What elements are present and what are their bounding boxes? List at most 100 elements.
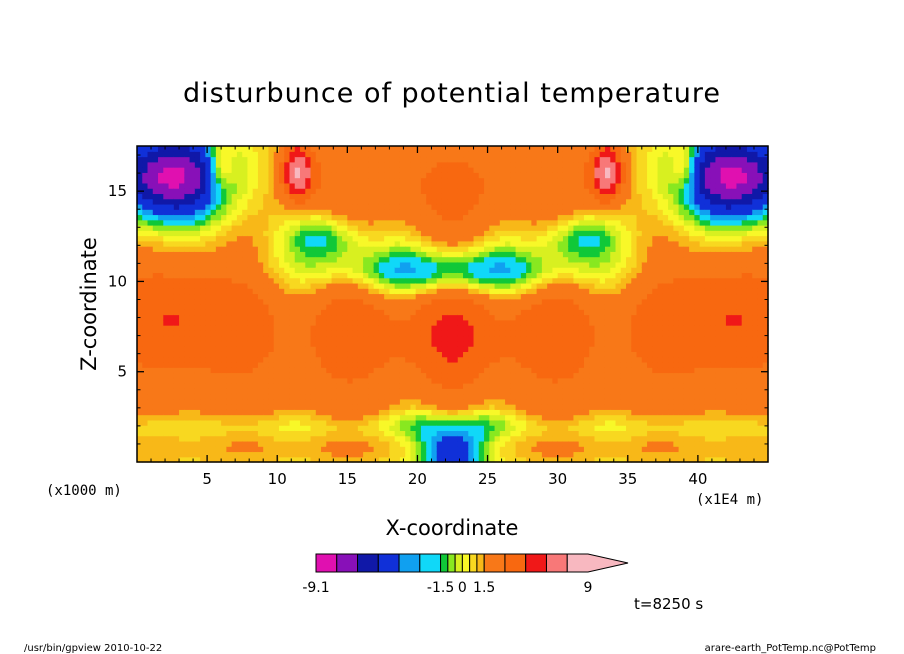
heatmap-cell (184, 146, 191, 152)
heatmap-cell (473, 256, 480, 263)
heatmap-cell (368, 256, 375, 263)
heatmap-cell (278, 367, 285, 374)
heatmap-cell (526, 209, 532, 216)
heatmap-cell (389, 182, 396, 189)
heatmap-cell (484, 330, 490, 337)
heatmap-cell (373, 451, 380, 458)
heatmap-cell (252, 435, 259, 442)
heatmap-cell (200, 367, 206, 374)
heatmap-cell (142, 151, 149, 158)
heatmap-cell (242, 277, 249, 284)
heatmap-cell (336, 182, 343, 189)
heatmap-cell (205, 304, 212, 310)
heatmap-cell (510, 304, 517, 310)
heatmap-cell (247, 146, 254, 152)
heatmap-cell (568, 188, 575, 194)
heatmap-cell (205, 383, 212, 389)
heatmap-cell (384, 277, 390, 284)
heatmap-cell (484, 298, 490, 305)
heatmap-cell (494, 456, 501, 463)
heatmap-cell (321, 325, 327, 331)
heatmap-cell (510, 340, 517, 347)
heatmap-cell (436, 246, 443, 252)
heatmap-cell (137, 393, 143, 400)
heatmap-cell (326, 261, 333, 268)
heatmap-cell (531, 272, 538, 279)
heatmap-cell (384, 261, 390, 268)
heatmap-cell (520, 367, 527, 374)
heatmap-cell (489, 346, 496, 352)
heatmap-cell (331, 456, 338, 463)
heatmap-cell (520, 356, 527, 363)
heatmap-cell (494, 251, 501, 258)
heatmap-cell (484, 193, 490, 200)
heatmap-cell (515, 240, 522, 247)
heatmap-cell (247, 151, 254, 158)
heatmap-cell (137, 225, 143, 231)
heatmap-cell (447, 304, 454, 310)
heatmap-cell (547, 256, 554, 263)
heatmap-cell (284, 388, 291, 395)
heatmap-cell (373, 146, 380, 152)
heatmap-cell (520, 219, 527, 226)
heatmap-cell (420, 430, 427, 437)
heatmap-cell (463, 446, 469, 453)
heatmap-cell (257, 256, 264, 263)
heatmap-cell (242, 330, 249, 337)
heatmap-cell (378, 414, 385, 421)
heatmap-cell (552, 156, 559, 163)
heatmap-cell (137, 288, 143, 295)
heatmap-cell (410, 161, 417, 168)
heatmap-cell (278, 451, 285, 458)
heatmap-cell (184, 435, 191, 442)
heatmap-cell (315, 298, 322, 305)
heatmap-cell (378, 377, 385, 384)
heatmap-cell (399, 409, 406, 416)
heatmap-cell (152, 161, 159, 168)
heatmap-cell (173, 351, 180, 358)
heatmap-cell (441, 209, 448, 216)
heatmap-cell (373, 261, 380, 268)
heatmap-cell (342, 430, 348, 437)
heatmap-cell (489, 261, 496, 268)
heatmap-cell (242, 440, 249, 447)
heatmap-cell (252, 246, 259, 252)
heatmap-cell (531, 188, 538, 194)
heatmap-cell (378, 330, 385, 337)
heatmap-cell (321, 293, 327, 300)
heatmap-cell (342, 219, 348, 226)
heatmap-cell (236, 198, 243, 205)
heatmap-cell (152, 235, 159, 242)
heatmap-cell (568, 419, 575, 426)
heatmap-cell (573, 372, 580, 379)
heatmap-cell (257, 298, 264, 305)
heatmap-cell (352, 272, 359, 279)
heatmap-cell (326, 293, 333, 300)
heatmap-cell (152, 298, 159, 305)
heatmap-cell (210, 425, 217, 431)
heatmap-cell (547, 282, 554, 289)
heatmap-cell (200, 409, 206, 416)
heatmap-cell (147, 356, 154, 363)
heatmap-cell (373, 182, 380, 189)
heatmap-cell (384, 288, 390, 295)
heatmap-cell (252, 340, 259, 347)
heatmap-cell (147, 146, 154, 152)
heatmap-cell (499, 225, 506, 231)
heatmap-cell (189, 456, 196, 463)
heatmap-cell (415, 393, 422, 400)
heatmap-cell (489, 219, 496, 226)
heatmap-cell (221, 309, 227, 316)
heatmap-cell (536, 451, 543, 458)
heatmap-cell (415, 230, 422, 237)
heatmap-cell (226, 372, 233, 379)
heatmap-cell (147, 172, 154, 179)
heatmap-cell (436, 372, 443, 379)
heatmap-cell (378, 425, 385, 431)
heatmap-cell (200, 246, 206, 252)
heatmap-cell (200, 230, 206, 237)
heatmap-cell (489, 282, 496, 289)
heatmap-cell (447, 251, 454, 258)
heatmap-cell (194, 325, 201, 331)
heatmap-cell (326, 246, 333, 252)
